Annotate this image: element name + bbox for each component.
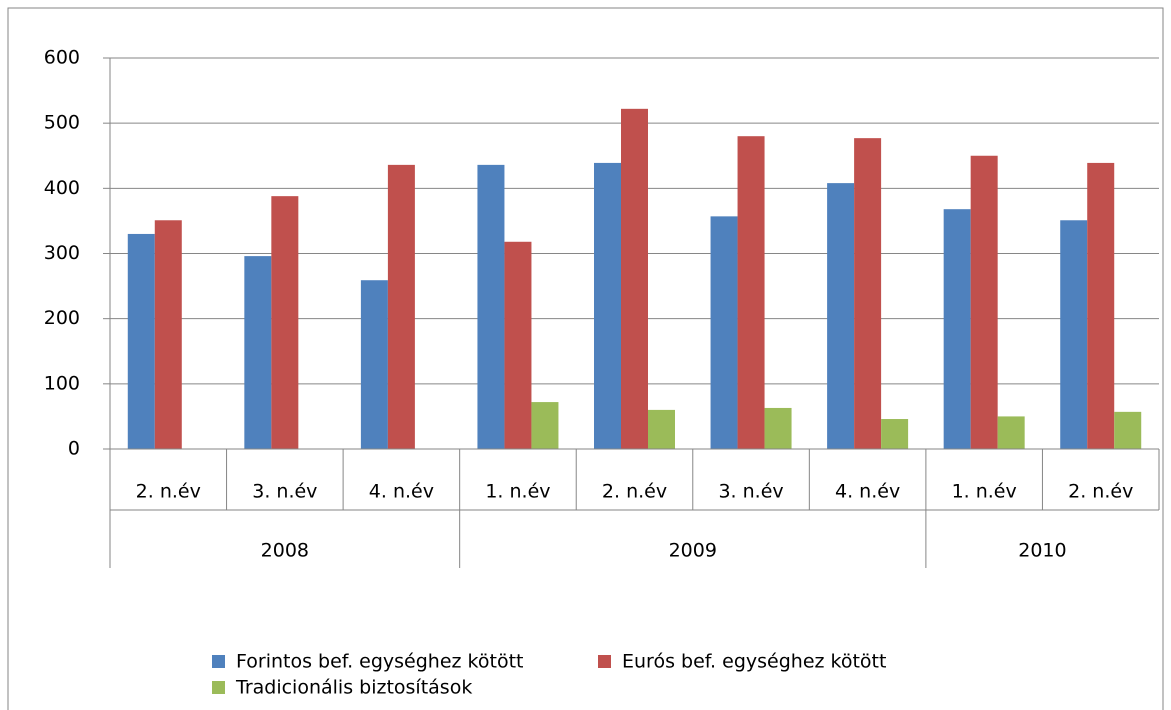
bar — [1060, 220, 1088, 449]
group-label: 2009 — [669, 540, 717, 562]
group-label: 2010 — [1018, 540, 1066, 562]
bar — [244, 256, 272, 449]
group-label: 2008 — [261, 540, 309, 562]
bar — [271, 196, 299, 449]
y-tick-label: 400 — [44, 177, 80, 199]
legend-label: Eurós bef. egységhez kötött — [622, 651, 886, 673]
bar — [127, 233, 155, 449]
x-tick-label: 2. n.év — [1068, 481, 1133, 503]
bar — [360, 280, 388, 449]
y-tick-label: 100 — [44, 372, 80, 394]
bar — [648, 409, 675, 449]
chart-frame — [7, 7, 1164, 710]
legend-swatch — [598, 655, 611, 668]
bar — [737, 136, 765, 449]
bar — [154, 220, 182, 449]
x-tick-label: 3. n.év — [718, 481, 783, 503]
legend-label: Tradicionális biztosítások — [235, 677, 472, 699]
x-tick-label: 1. n.év — [952, 481, 1017, 503]
x-tick-label: 3. n.év — [252, 481, 317, 503]
x-tick-label: 4. n.év — [369, 481, 434, 503]
bar — [1087, 162, 1115, 449]
x-tick-label: 1. n.év — [485, 481, 550, 503]
bar — [764, 407, 792, 449]
bar — [997, 416, 1025, 449]
y-tick-label: 0 — [68, 438, 80, 460]
legend-swatch — [212, 655, 225, 668]
y-tick-label: 600 — [44, 47, 80, 69]
x-tick-label: 2. n.év — [602, 481, 667, 503]
y-tick-label: 500 — [44, 112, 80, 134]
y-tick-label: 300 — [44, 242, 80, 264]
bar — [621, 108, 648, 449]
bar — [504, 241, 532, 449]
bar — [477, 164, 505, 449]
bar — [387, 164, 415, 449]
bar — [1114, 411, 1142, 449]
y-tick-label: 200 — [44, 307, 80, 329]
bar — [531, 402, 559, 449]
bar — [970, 155, 998, 449]
bar — [854, 138, 882, 449]
x-tick-label: 2. n.év — [136, 481, 201, 503]
legend-label: Forintos bef. egységhez kötött — [236, 651, 523, 673]
bar — [710, 216, 738, 449]
legend-swatch — [212, 681, 225, 694]
bar — [594, 162, 621, 449]
bar — [943, 209, 971, 449]
x-tick-label: 4. n.év — [835, 481, 900, 503]
bar — [827, 183, 855, 449]
bar — [881, 419, 909, 449]
